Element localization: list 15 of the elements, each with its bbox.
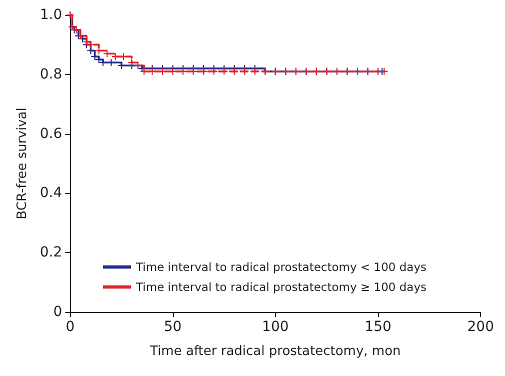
legend-label: Time interval to radical prostatectomy ≥ 100 days: [135, 280, 427, 294]
x-tick-label: 150: [364, 319, 392, 335]
y-tick-label: 0.4: [40, 185, 62, 202]
y-tick-label: 0.8: [40, 66, 62, 82]
x-tick-label: 0: [66, 319, 75, 335]
x-tick-label: 200: [467, 319, 494, 335]
y-tick-label: 0: [53, 304, 62, 320]
y-tick-label: 0.2: [40, 244, 62, 261]
x-axis-title: Time after radical prostatectomy, mon: [149, 344, 401, 359]
x-tick-label: 50: [164, 319, 182, 335]
legend-label: Time interval to radical prostatectomy < 100 days: [135, 260, 427, 274]
y-tick-label: 1.0: [40, 7, 62, 23]
y-axis-title: BCR-free survival: [15, 108, 30, 220]
y-tick-label: 0.6: [40, 126, 62, 142]
x-tick-label: 100: [262, 319, 289, 335]
